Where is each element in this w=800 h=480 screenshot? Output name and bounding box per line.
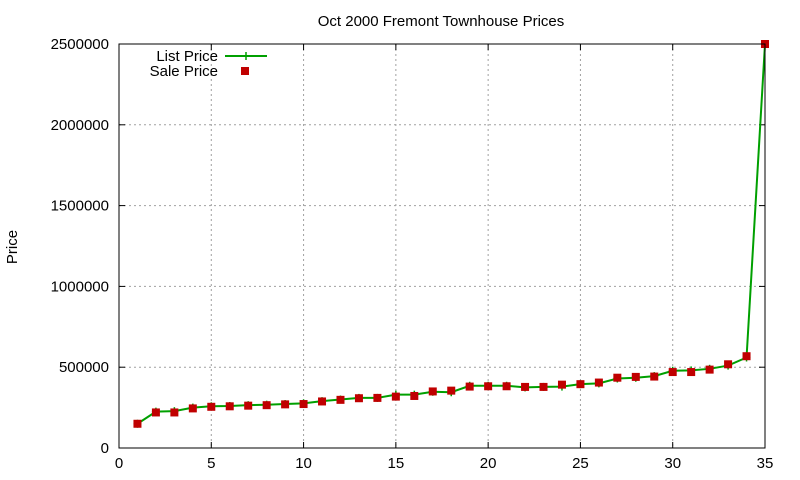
chart-title: Oct 2000 Fremont Townhouse Prices bbox=[318, 13, 565, 30]
x-tick-label: 5 bbox=[207, 455, 215, 472]
sale-price-point bbox=[668, 368, 677, 377]
sale-price-point bbox=[281, 400, 290, 409]
plot-frame bbox=[118, 43, 766, 449]
y-tick-label: 1000000 bbox=[51, 278, 109, 295]
sale-price-point bbox=[576, 380, 585, 389]
legend-swatch-list-price bbox=[225, 52, 267, 60]
sale-price-point bbox=[631, 372, 640, 381]
sale-price-point bbox=[318, 397, 327, 406]
y-tick-label: 1500000 bbox=[51, 198, 109, 215]
sale-price-point bbox=[188, 404, 197, 413]
x-tick-label: 25 bbox=[572, 455, 589, 472]
sale-price-point bbox=[484, 382, 493, 391]
sale-price-point bbox=[502, 382, 511, 391]
sale-price-point bbox=[687, 368, 696, 377]
sale-price-point bbox=[705, 365, 714, 374]
x-tick-label: 30 bbox=[664, 455, 681, 472]
axis-ticks: 0 5 10 15 20 25 30 35 0 500000 1000000 1500000 20000… bbox=[51, 36, 774, 472]
x-tick-label: 15 bbox=[388, 455, 405, 472]
sale-price-point bbox=[354, 394, 363, 403]
legend: List Price Sale Price bbox=[150, 48, 267, 80]
sale-price-point bbox=[742, 352, 751, 361]
sale-price-point bbox=[262, 401, 271, 410]
sale-price-point bbox=[244, 401, 253, 410]
sale-price-point bbox=[336, 395, 345, 404]
sale-price-point bbox=[133, 419, 142, 428]
legend-marker-list-price bbox=[242, 52, 250, 60]
x-tick-label: 10 bbox=[295, 455, 312, 472]
sale-price-point bbox=[521, 382, 530, 391]
sale-price-point bbox=[151, 408, 160, 417]
data-series bbox=[133, 40, 769, 428]
sale-price-point bbox=[299, 400, 308, 409]
sale-price-point bbox=[207, 402, 216, 411]
sale-price-point bbox=[373, 393, 382, 402]
legend-label-list-price: List Price bbox=[156, 48, 218, 65]
sale-price-point bbox=[557, 380, 566, 389]
x-tick-label: 35 bbox=[757, 455, 774, 472]
sale-price-point bbox=[650, 372, 659, 381]
y-axis-label: Price bbox=[4, 230, 21, 264]
sale-price-point bbox=[391, 392, 400, 401]
x-tick-label: 0 bbox=[115, 455, 123, 472]
legend-swatch-sale-price bbox=[241, 67, 249, 75]
sale-price-point bbox=[539, 382, 548, 391]
sale-price-point bbox=[465, 382, 474, 391]
x-tick-label: 20 bbox=[480, 455, 497, 472]
sale-price-point bbox=[594, 378, 603, 387]
y-tick-label: 500000 bbox=[59, 359, 109, 376]
sale-price-point bbox=[447, 386, 456, 395]
sale-price-point bbox=[428, 387, 437, 396]
y-tick-label: 2000000 bbox=[51, 117, 109, 134]
grid-lines bbox=[119, 44, 765, 448]
sale-price-point bbox=[170, 408, 179, 417]
sale-price-point bbox=[613, 373, 622, 382]
y-tick-label: 0 bbox=[101, 440, 109, 457]
sale-price-point bbox=[225, 402, 234, 411]
sale-price-point bbox=[724, 360, 733, 369]
sale-price-point bbox=[410, 391, 419, 400]
legend-label-sale-price: Sale Price bbox=[150, 63, 218, 80]
y-tick-label: 2500000 bbox=[51, 36, 109, 53]
